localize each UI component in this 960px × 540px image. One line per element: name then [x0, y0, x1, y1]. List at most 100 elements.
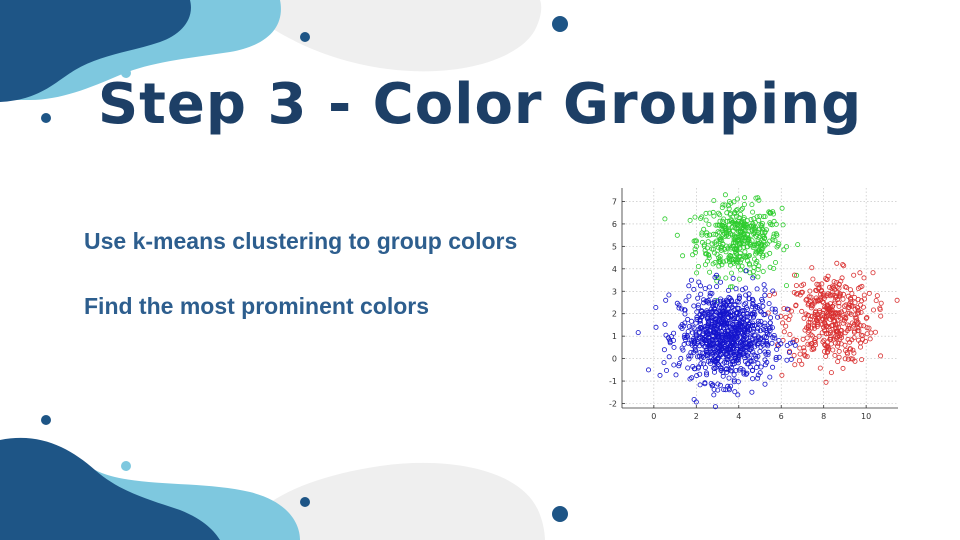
scatter-point	[731, 237, 737, 243]
scatter-point	[772, 335, 778, 341]
scatter-point	[694, 270, 700, 276]
scatter-point	[697, 317, 703, 323]
scatter-point	[734, 196, 740, 202]
scatter-point	[746, 261, 752, 267]
y-tick-label: -2	[609, 400, 617, 409]
scatter-point	[741, 302, 747, 308]
scatter-point	[823, 353, 829, 359]
scatter-point	[736, 293, 742, 299]
scatter-point	[699, 230, 705, 236]
scatter-point	[691, 303, 697, 309]
scatter-point	[855, 325, 861, 331]
scatter-point	[729, 316, 735, 322]
scatter-point	[814, 281, 820, 287]
scatter-point	[780, 320, 786, 326]
scatter-point	[840, 296, 846, 302]
scatter-point	[707, 269, 713, 275]
scatter-point	[790, 339, 796, 345]
scatter-point	[712, 318, 718, 324]
scatter-point	[761, 334, 767, 340]
scatter-point	[692, 348, 698, 354]
scatter-point	[854, 318, 860, 324]
scatter-point	[741, 371, 747, 377]
scatter-point	[742, 328, 748, 334]
scatter-point	[734, 257, 740, 263]
scatter-point	[808, 305, 814, 311]
scatter-point	[802, 353, 808, 359]
scatter-point	[705, 239, 711, 245]
scatter-point	[727, 362, 733, 368]
scatter-point	[767, 210, 773, 216]
scatter-point	[697, 371, 703, 377]
scatter-point	[799, 361, 805, 367]
scatter-point	[828, 323, 834, 329]
scatter-point	[786, 349, 792, 355]
scatter-point	[850, 323, 856, 329]
scatter-point	[781, 306, 787, 312]
scatter-point	[699, 232, 705, 238]
scatter-point	[791, 337, 797, 343]
y-tick-label: 6	[612, 220, 617, 229]
scatter-point	[793, 283, 799, 289]
scatter-point	[742, 358, 748, 364]
scatter-point	[852, 315, 858, 321]
scatter-point	[804, 335, 810, 341]
scatter-point	[874, 293, 880, 299]
scatter-point	[737, 250, 743, 256]
scatter-point	[774, 244, 780, 250]
scatter-point	[726, 385, 732, 391]
scatter-point	[719, 205, 725, 211]
scatter-point	[857, 344, 863, 350]
y-tick-label: 3	[612, 287, 617, 296]
scatter-point	[814, 317, 820, 323]
scatter-point	[715, 210, 721, 216]
scatter-point	[845, 322, 851, 328]
scatter-point	[841, 263, 847, 269]
scatter-point	[832, 298, 838, 304]
scatter-point	[757, 213, 763, 219]
scatter-point	[845, 310, 851, 316]
scatter-point	[762, 214, 768, 220]
scatter-point	[769, 222, 775, 228]
scatter-point	[788, 356, 794, 362]
scatter-point	[730, 321, 736, 327]
scatter-point	[692, 246, 698, 252]
scatter-point	[694, 309, 700, 315]
bullet-list: Use k-means clustering to group colors F…	[84, 226, 534, 356]
scatter-point	[851, 272, 857, 278]
scatter-point	[861, 292, 867, 298]
scatter-point	[836, 333, 842, 339]
scatter-point	[683, 298, 689, 304]
scatter-point	[722, 202, 728, 208]
scatter-point	[743, 335, 749, 341]
scatter-point	[870, 307, 876, 313]
scatter-point	[715, 244, 721, 250]
scatter-point	[724, 210, 730, 216]
scatter-point	[783, 323, 789, 329]
scatter-point	[834, 260, 840, 266]
scatter-point	[686, 283, 692, 289]
scatter-point	[691, 286, 697, 292]
scatter-point	[773, 357, 779, 363]
scatter-point	[673, 372, 679, 378]
scatter-point	[737, 245, 743, 251]
scatter-point	[717, 259, 723, 265]
scatter-point	[728, 270, 734, 276]
x-tick-label: 2	[694, 412, 699, 420]
scatter-point	[857, 284, 863, 290]
scatter-point	[812, 336, 818, 342]
scatter-point	[802, 327, 808, 333]
scatter-point	[709, 291, 715, 297]
scatter-point	[791, 352, 797, 358]
scatter-point	[712, 274, 718, 280]
scatter-point	[746, 296, 752, 302]
scatter-point	[780, 222, 786, 228]
scatter-point	[878, 353, 884, 359]
scatter-point	[798, 289, 804, 295]
scatter-point	[762, 229, 768, 235]
scatter-point	[774, 342, 780, 348]
scatter-point	[741, 314, 747, 320]
scatter-point	[809, 265, 815, 271]
decor-dot	[41, 415, 51, 425]
